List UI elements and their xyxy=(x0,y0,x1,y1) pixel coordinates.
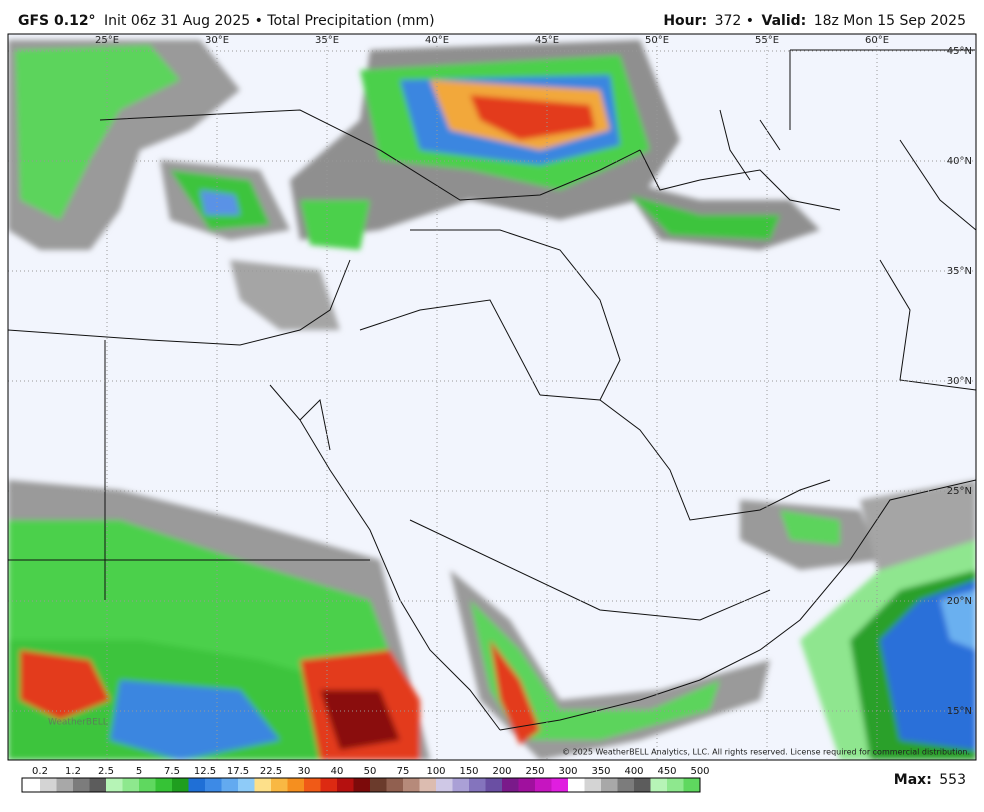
colorbar-label: 30 xyxy=(298,766,311,777)
colorbar-label: 5 xyxy=(136,766,142,777)
max-readout: Max: 553 xyxy=(894,772,966,788)
hour-label: Hour: xyxy=(663,13,707,29)
graticule xyxy=(8,34,976,760)
colorbar-label: 450 xyxy=(657,766,676,777)
colorbar-swatch xyxy=(683,778,700,792)
map xyxy=(8,34,976,760)
colorbar-swatch xyxy=(172,778,189,792)
valid-value: 18z Mon 15 Sep 2025 xyxy=(814,13,966,29)
latitude-label: 40°N xyxy=(947,156,972,167)
colorbar-swatch xyxy=(287,778,304,792)
colorbar-swatch xyxy=(518,778,535,792)
colorbar-label: 500 xyxy=(690,766,709,777)
colorbar-swatch xyxy=(106,778,123,792)
colorbar-swatch xyxy=(617,778,634,792)
colorbar-label: 75 xyxy=(397,766,410,777)
longitude-label: 25°E xyxy=(95,35,119,46)
colorbar-swatch xyxy=(535,778,552,792)
colorbar-label: 0.2 xyxy=(32,766,48,777)
colorbar-swatch xyxy=(40,778,57,792)
model-name: GFS 0.12° xyxy=(18,13,96,29)
colorbar-swatch xyxy=(238,778,255,792)
longitude-labels: 25°E 30°E 35°E 40°E 45°E 50°E 55°E 60°E xyxy=(95,35,889,46)
colorbar-swatch xyxy=(188,778,205,792)
longitude-label: 40°E xyxy=(425,35,449,46)
max-value: 553 xyxy=(939,772,966,788)
colorbar-swatch xyxy=(436,778,453,792)
colorbar-swatch xyxy=(403,778,420,792)
header-valid: Hour: 372 • Valid: 18z Mon 15 Sep 2025 xyxy=(663,13,966,29)
colorbar-label: 400 xyxy=(624,766,643,777)
colorbar-swatch xyxy=(667,778,684,792)
precip-field xyxy=(8,40,976,760)
colorbar-swatch xyxy=(386,778,403,792)
max-label: Max: xyxy=(894,772,932,788)
latitude-label: 35°N xyxy=(947,266,972,277)
colorbar-label: 150 xyxy=(459,766,478,777)
latitude-label: 45°N xyxy=(947,46,972,57)
colorbar-label: 200 xyxy=(492,766,511,777)
copyright: © 2025 WeatherBELL Analytics, LLC. All r… xyxy=(562,748,970,757)
colorbar-swatch xyxy=(271,778,288,792)
colorbar-swatch xyxy=(221,778,238,792)
colorbar-swatch xyxy=(254,778,271,792)
colorbar-label: 12.5 xyxy=(194,766,216,777)
longitude-label: 55°E xyxy=(755,35,779,46)
colorbar-swatch xyxy=(304,778,321,792)
colorbar-label: 100 xyxy=(426,766,445,777)
colorbar-swatch xyxy=(370,778,387,792)
colorbar-swatch xyxy=(122,778,139,792)
longitude-label: 30°E xyxy=(205,35,229,46)
colorbar-label: 7.5 xyxy=(164,766,180,777)
latitude-labels: 45°N 40°N 35°N 30°N 25°N 20°N 15°N xyxy=(947,46,972,717)
colorbar-swatch xyxy=(73,778,90,792)
colorbar-swatch xyxy=(650,778,667,792)
colorbar-label: 22.5 xyxy=(260,766,282,777)
colorbar-label: 17.5 xyxy=(227,766,249,777)
colorbar-swatch xyxy=(22,778,40,792)
latitude-label: 30°N xyxy=(947,376,972,387)
subtitle: Init 06z 31 Aug 2025 • Total Precipitati… xyxy=(104,13,435,29)
hour-value: 372 • xyxy=(715,13,754,29)
colorbar-swatch xyxy=(155,778,172,792)
colorbar-label: 1.2 xyxy=(65,766,81,777)
longitude-label: 35°E xyxy=(315,35,339,46)
colorbar: 0.2 1.2 2.5 5 7.5 12.5 17.5 22.5 30 40 50 75 100 150 2… xyxy=(21,766,710,793)
colorbar-swatch xyxy=(56,778,73,792)
colorbar-label: 250 xyxy=(525,766,544,777)
colorbar-swatch xyxy=(89,778,106,792)
latitude-label: 20°N xyxy=(947,596,972,607)
map-frame xyxy=(7,33,977,761)
colorbar-swatch xyxy=(139,778,156,792)
colorbar-swatch xyxy=(353,778,370,792)
longitude-label: 45°E xyxy=(535,35,559,46)
colorbar-label: 50 xyxy=(364,766,377,777)
colorbar-swatch xyxy=(584,778,601,792)
colorbar-swatch xyxy=(452,778,469,792)
colorbar-swatch xyxy=(469,778,486,792)
latitude-label: 15°N xyxy=(947,706,972,717)
colorbar-swatch xyxy=(634,778,651,792)
colorbar-swatch xyxy=(205,778,222,792)
colorbar-swatch xyxy=(568,778,585,792)
colorbar-label: 350 xyxy=(591,766,610,777)
longitude-label: 50°E xyxy=(645,35,669,46)
colorbar-swatch xyxy=(419,778,436,792)
colorbar-label: 300 xyxy=(558,766,577,777)
longitude-label: 60°E xyxy=(865,35,889,46)
latitude-label: 25°N xyxy=(947,486,972,497)
colorbar-swatch xyxy=(320,778,337,792)
colorbar-label: 40 xyxy=(331,766,344,777)
colorbar-swatch xyxy=(485,778,502,792)
header-title: GFS 0.12° Init 06z 31 Aug 2025 • Total P… xyxy=(18,13,435,29)
colorbar-label: 2.5 xyxy=(98,766,114,777)
colorbar-swatch xyxy=(601,778,618,792)
colorbar-swatch xyxy=(337,778,354,792)
watermark: WeatherBELL xyxy=(48,718,108,728)
colorbar-swatch xyxy=(502,778,519,792)
colorbar-frame xyxy=(21,777,701,793)
colorbar-swatch xyxy=(551,778,568,792)
valid-label: Valid: xyxy=(762,13,807,29)
